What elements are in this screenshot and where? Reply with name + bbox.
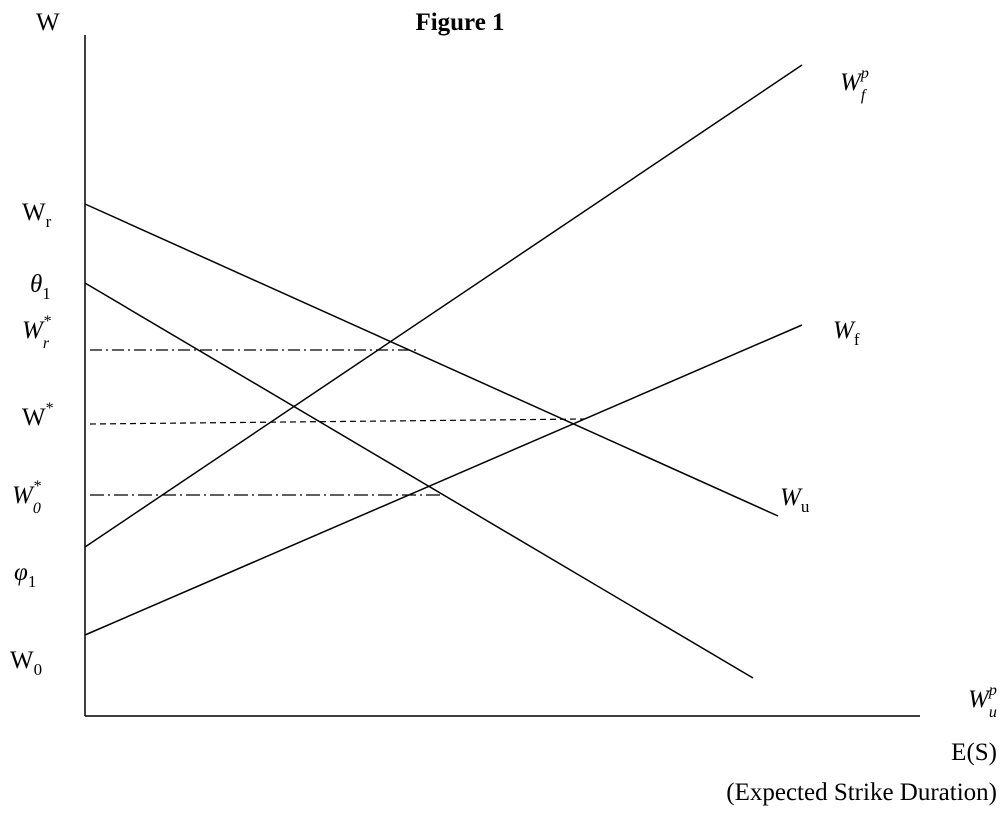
label-sub: f bbox=[861, 87, 868, 104]
label-sub: r bbox=[46, 212, 52, 231]
label-base: W bbox=[22, 317, 45, 344]
label-base: W bbox=[833, 317, 856, 344]
x-axis-label: E(S) bbox=[951, 739, 997, 766]
label-sub: u bbox=[989, 704, 997, 721]
label-base: W bbox=[10, 647, 34, 674]
title: Figure 1 bbox=[415, 9, 504, 36]
math-label: Wp f bbox=[840, 65, 869, 104]
label-sup: * bbox=[43, 313, 51, 330]
label-sub: 1 bbox=[28, 572, 37, 591]
dashed-line bbox=[89, 418, 585, 425]
label-sub: 0 bbox=[33, 500, 41, 517]
label-sub: 1 bbox=[42, 284, 51, 303]
math-label: Wu bbox=[780, 484, 810, 516]
math-label: Wf bbox=[833, 317, 860, 349]
math-label: φ1 bbox=[14, 559, 36, 591]
math-label: Wr bbox=[22, 199, 52, 231]
label-sub: r bbox=[43, 335, 50, 352]
curve-wf bbox=[84, 324, 803, 636]
math-label: Wp u bbox=[968, 682, 997, 721]
curve-wup bbox=[84, 282, 754, 679]
math-label: W* r bbox=[22, 313, 51, 352]
curve-wfp bbox=[84, 64, 803, 548]
label-base: W bbox=[968, 686, 991, 713]
label-base: W bbox=[840, 69, 863, 96]
label-sup: p bbox=[988, 682, 997, 699]
label-base: W bbox=[22, 404, 46, 431]
label-sup: * bbox=[46, 400, 54, 417]
label-base: φ bbox=[14, 559, 28, 586]
math-label: W0 bbox=[10, 647, 42, 679]
label-sup: p bbox=[860, 65, 869, 82]
label-base: W bbox=[12, 482, 35, 509]
label-sub: 0 bbox=[34, 660, 43, 679]
label-sup: * bbox=[33, 478, 41, 495]
math-label: θ1 bbox=[30, 271, 51, 303]
label-sub: f bbox=[854, 330, 860, 349]
math-label: W* 0 bbox=[12, 478, 41, 517]
x-axis-note: (Expected Strike Duration) bbox=[726, 779, 997, 806]
math-label: W* bbox=[22, 400, 54, 431]
label-base: W bbox=[22, 199, 46, 226]
label-base: θ bbox=[30, 271, 42, 298]
label-base: W bbox=[780, 484, 803, 511]
y-axis-label: W bbox=[36, 9, 60, 36]
label-sub: u bbox=[801, 497, 810, 516]
curve-wu bbox=[84, 203, 779, 517]
